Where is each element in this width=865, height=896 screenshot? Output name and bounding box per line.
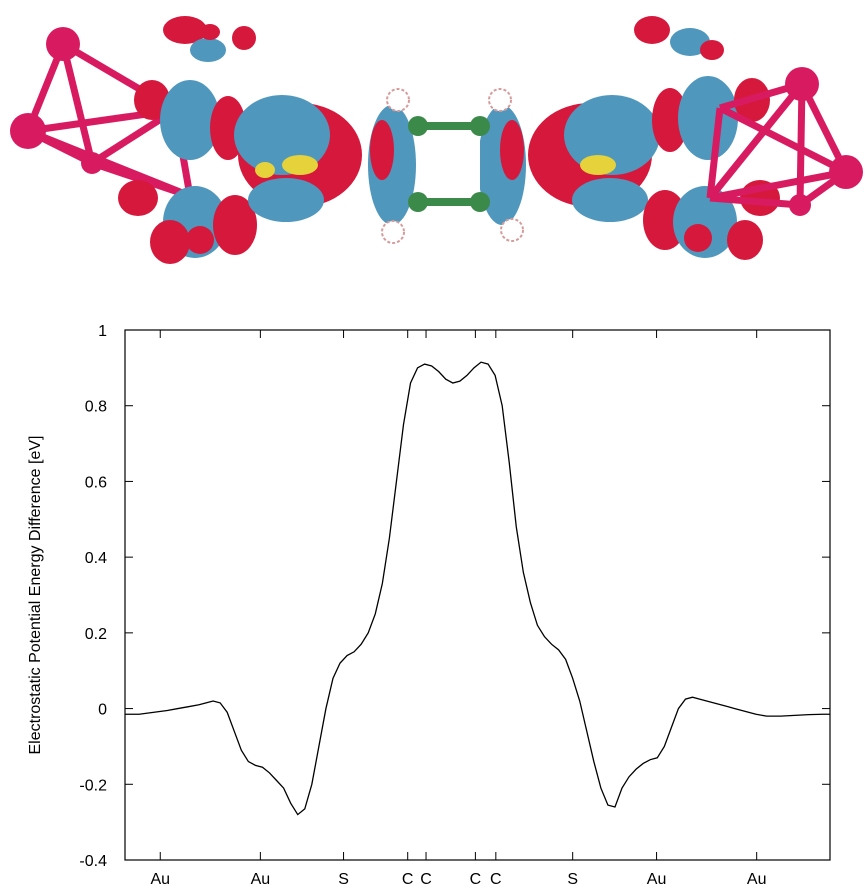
y-tick-label: 0.8	[85, 399, 107, 416]
y-axis-ticks: -0.4 -0.2 0 0.2 0.4 0.6 0.8 1	[79, 323, 830, 870]
x-axis-ticks: Au Au S C C C C S Au Au	[150, 330, 766, 888]
x-tick-label: S	[338, 871, 349, 888]
y-tick-label: 0.2	[85, 626, 107, 643]
molecule-isosurface-image	[10, 16, 863, 264]
x-tick-label: C	[470, 871, 482, 888]
x-tick-label: C	[402, 871, 414, 888]
y-tick-label: -0.4	[79, 853, 107, 870]
x-tick-label: Au	[251, 871, 271, 888]
central-ring	[368, 88, 526, 244]
left-orbital-lobes	[118, 16, 362, 264]
x-tick-label: C	[490, 871, 502, 888]
x-tick-label: S	[567, 871, 578, 888]
y-axis-title: Electrostatic Potential Energy Differenc…	[27, 436, 44, 755]
x-tick-label: Au	[150, 871, 170, 888]
y-tick-label: 0.4	[85, 550, 107, 567]
plot-frame	[124, 329, 831, 861]
series-line	[125, 361, 830, 816]
left-gold-atoms	[10, 27, 103, 174]
x-tick-label: C	[420, 871, 432, 888]
right-orbital-lobes	[528, 16, 780, 260]
y-tick-label: 0.6	[85, 474, 107, 491]
x-tick-label: Au	[647, 871, 667, 888]
y-tick-label: 1	[98, 323, 107, 340]
potential-chart: -0.4-0.200.20.40.60.81 Au Au S C C C C S Au Au El…	[27, 323, 831, 888]
y-tick-label: -0.2	[79, 777, 107, 794]
y-tick-label: 0	[98, 702, 107, 719]
x-tick-label: Au	[747, 871, 767, 888]
right-gold-atoms	[785, 67, 863, 216]
